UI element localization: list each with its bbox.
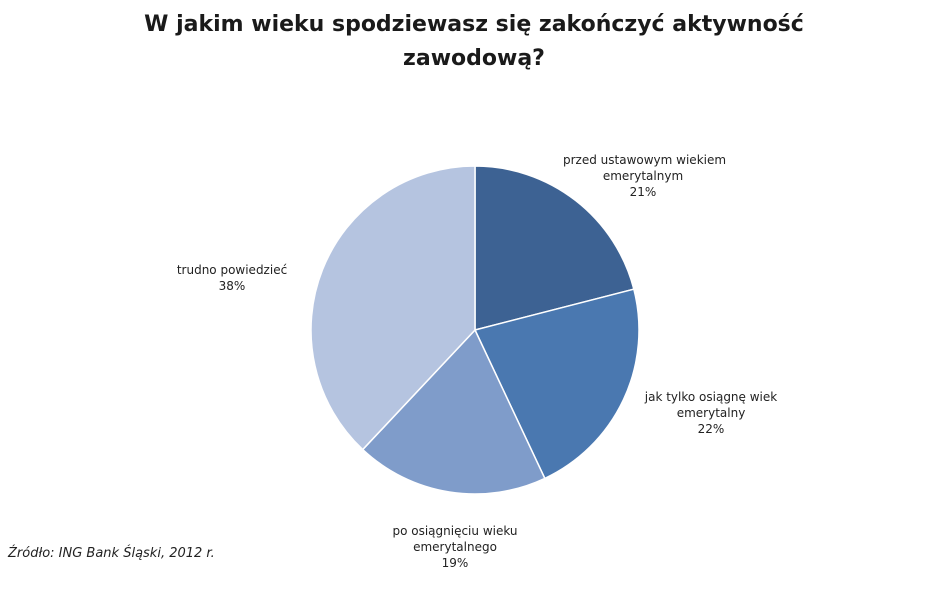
pie-slice-trudno-powiedziec: [310, 165, 476, 451]
slice-label-line: emerytalnym: [602, 169, 684, 183]
pie-slice-przed-ustawowym: [474, 165, 635, 331]
slice-label-line: trudno powiedzieć: [176, 263, 288, 277]
slice-label-po-osiagnieciu: po osiągnięciu wieku emerytalnego 19%: [380, 523, 530, 571]
pie-slice-po-osiagnieciu: [361, 328, 546, 495]
slice-label-trudno-powiedziec: trudno powiedzieć 38%: [162, 262, 302, 294]
chart-title-line-1: W jakim wieku spodziewasz się zakończyć …: [144, 12, 804, 37]
slice-label-jak-tylko: jak tylko osiągnę wiek emerytalny 22%: [636, 389, 786, 437]
slice-label-line: po osiągnięciu wieku: [392, 524, 518, 538]
chart-title: W jakim wieku spodziewasz się zakończyć …: [0, 8, 948, 76]
slice-label-przed-ustawowym: przed ustawowym wiekiem emerytalnym 21%: [563, 152, 727, 200]
slice-value-label: 19%: [441, 556, 469, 570]
slice-label-line: jak tylko osiągnę wiek: [644, 390, 778, 404]
chart-title-line-2: zawodową?: [403, 46, 545, 71]
slice-label-line: przed ustawowym wiekiem: [563, 153, 727, 167]
slice-value-label: 38%: [218, 279, 246, 293]
source-note: Źródło: ING Bank Śląski, 2012 r.: [8, 546, 215, 561]
slice-value-label: 21%: [629, 185, 657, 199]
slice-label-line: emerytalny: [676, 406, 746, 420]
slice-value-label: 22%: [697, 422, 725, 436]
pie-slice-jak-tylko: [473, 288, 640, 480]
slice-label-line: emerytalnego: [413, 540, 497, 554]
